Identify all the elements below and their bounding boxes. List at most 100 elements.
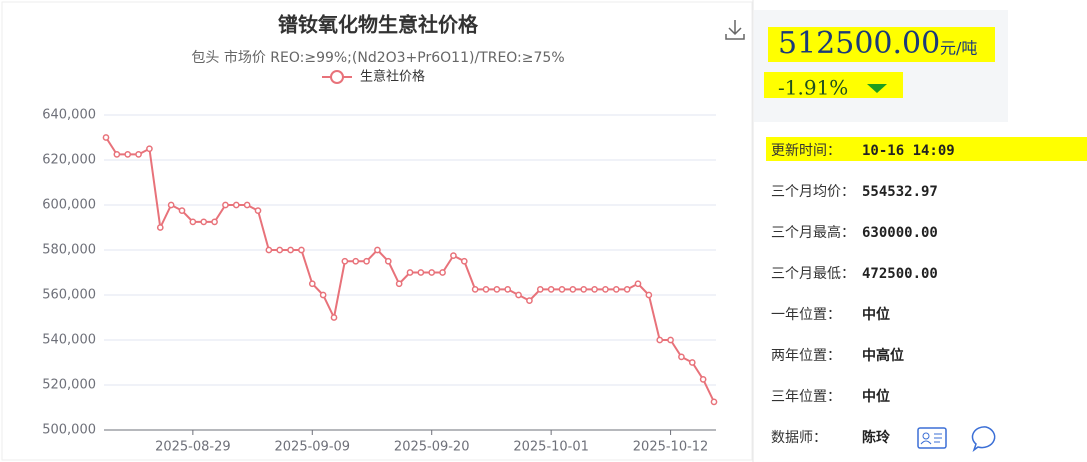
point <box>124 151 132 158</box>
down-arrow <box>867 84 887 93</box>
row-label: 数据师： <box>771 430 827 446</box>
highlight <box>768 27 995 62</box>
point <box>667 336 674 344</box>
point <box>308 280 316 288</box>
point <box>526 297 533 304</box>
point <box>591 286 598 293</box>
card-icon[interactable] <box>917 427 947 449</box>
point <box>406 269 414 276</box>
point <box>102 134 110 141</box>
point <box>645 291 653 299</box>
point <box>395 280 403 288</box>
row-label: 三个月最高： <box>771 224 855 241</box>
download-icon[interactable] <box>725 20 745 40</box>
legend-label: 生意社价格 <box>360 69 425 85</box>
point <box>211 218 218 226</box>
y-tick-label: 600,000 <box>42 198 96 213</box>
point <box>678 353 685 361</box>
point <box>319 291 327 299</box>
analyst-icons <box>917 426 996 453</box>
row-value: 中位 <box>862 306 890 323</box>
point <box>569 286 577 293</box>
card-icon-lines <box>920 433 942 445</box>
point <box>547 286 555 293</box>
chat-icon[interactable] <box>971 426 996 453</box>
y-tick-label: 540,000 <box>42 333 96 348</box>
point <box>450 252 457 259</box>
point <box>167 201 175 209</box>
point <box>710 398 718 406</box>
point <box>623 286 631 293</box>
point <box>515 291 522 299</box>
row-label: 三个月均价： <box>771 184 855 200</box>
point <box>352 257 360 265</box>
x-tick-label: 2025-09-20 <box>394 440 470 455</box>
row-label: 一年位置： <box>771 307 841 323</box>
point <box>156 224 164 231</box>
price-unit: 元/吨 <box>940 39 977 58</box>
point <box>363 257 370 265</box>
point <box>493 286 501 293</box>
point <box>439 269 446 276</box>
point <box>113 151 121 158</box>
point <box>374 246 381 254</box>
point <box>460 257 468 265</box>
x-tick-label: 2025-08-29 <box>155 440 231 455</box>
point <box>656 336 664 344</box>
row-value: 472500.00 <box>862 266 938 282</box>
update-value: 10-16 14:09 <box>862 143 955 159</box>
point <box>276 246 284 254</box>
point <box>602 286 609 293</box>
row-value: 630000.00 <box>862 225 938 241</box>
update-label: 更新时间： <box>771 143 841 159</box>
chart-title: 镨钕氧化物生意社价格 <box>278 13 479 37</box>
point <box>135 151 142 158</box>
point <box>558 286 566 293</box>
point <box>580 286 588 293</box>
y-tick-label: 500,000 <box>42 423 96 438</box>
y-tick-label: 560,000 <box>42 288 96 303</box>
row-label: 三个月最低： <box>771 266 855 282</box>
point <box>688 359 696 366</box>
row-value: 554532.97 <box>862 184 938 200</box>
x-tick-label: 2025-10-12 <box>633 440 709 455</box>
point <box>341 257 349 265</box>
point <box>612 286 620 293</box>
chart-frame <box>1 1 753 461</box>
row-value: 中位 <box>862 388 890 405</box>
point <box>178 207 186 214</box>
point <box>222 201 229 209</box>
y-tick-label: 580,000 <box>42 243 96 258</box>
x-tick-label: 2025-10-01 <box>513 440 589 455</box>
point <box>384 257 392 265</box>
point <box>471 286 479 293</box>
point <box>634 280 642 288</box>
download-glyph[interactable] <box>725 20 745 40</box>
x-tick-label: 2025-09-09 <box>275 440 351 455</box>
point <box>200 218 208 226</box>
row-label: 三年位置： <box>771 389 841 405</box>
point <box>146 145 153 153</box>
point <box>298 246 305 254</box>
point <box>265 246 273 254</box>
point <box>232 201 240 209</box>
row-value: 陈玲 <box>862 429 891 446</box>
point <box>287 246 294 254</box>
point <box>482 286 490 293</box>
point <box>536 286 544 293</box>
point <box>428 269 436 276</box>
price-change: -1.91% <box>778 76 848 100</box>
chart-subtitle: 包头 市场价 REO:≥99%;(Nd2O3+Pr6O11)/TREO:≥75% <box>191 49 564 66</box>
point <box>254 207 262 214</box>
point <box>243 201 251 209</box>
price: 512500.00 <box>778 26 940 61</box>
legend-marker <box>330 70 344 84</box>
point <box>330 314 338 321</box>
y-tick-label: 520,000 <box>42 378 96 393</box>
point <box>189 218 197 226</box>
row-label: 两年位置： <box>771 348 841 364</box>
row-value: 中高位 <box>862 347 904 364</box>
point <box>417 269 425 276</box>
card-icon-head <box>922 432 930 440</box>
